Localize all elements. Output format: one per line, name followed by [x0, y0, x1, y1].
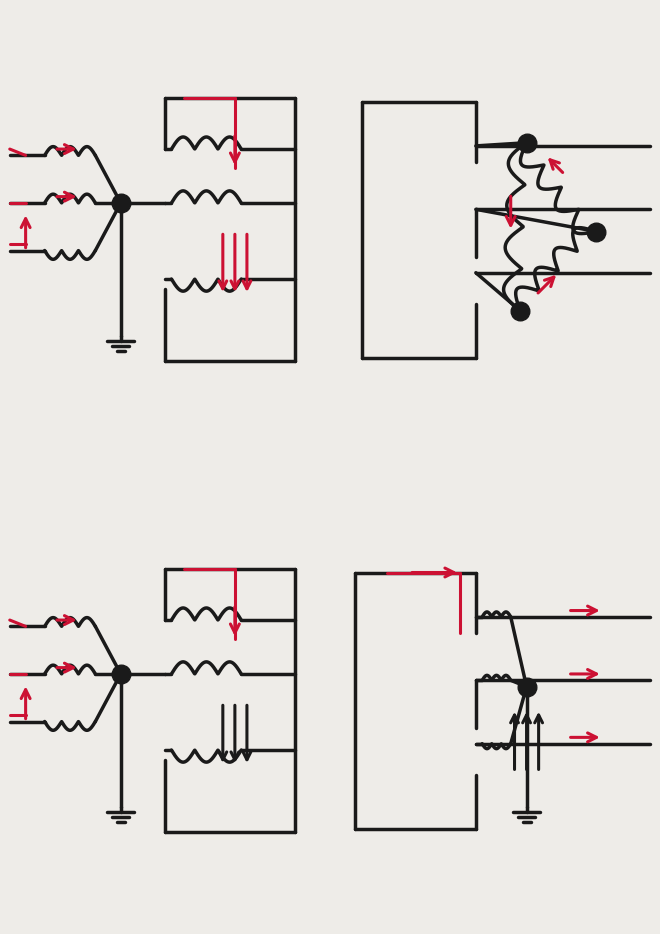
Point	[115, 667, 126, 682]
Point	[591, 224, 602, 239]
Point	[115, 195, 126, 210]
Point	[515, 304, 525, 318]
Point	[521, 679, 532, 694]
Point	[521, 135, 532, 150]
